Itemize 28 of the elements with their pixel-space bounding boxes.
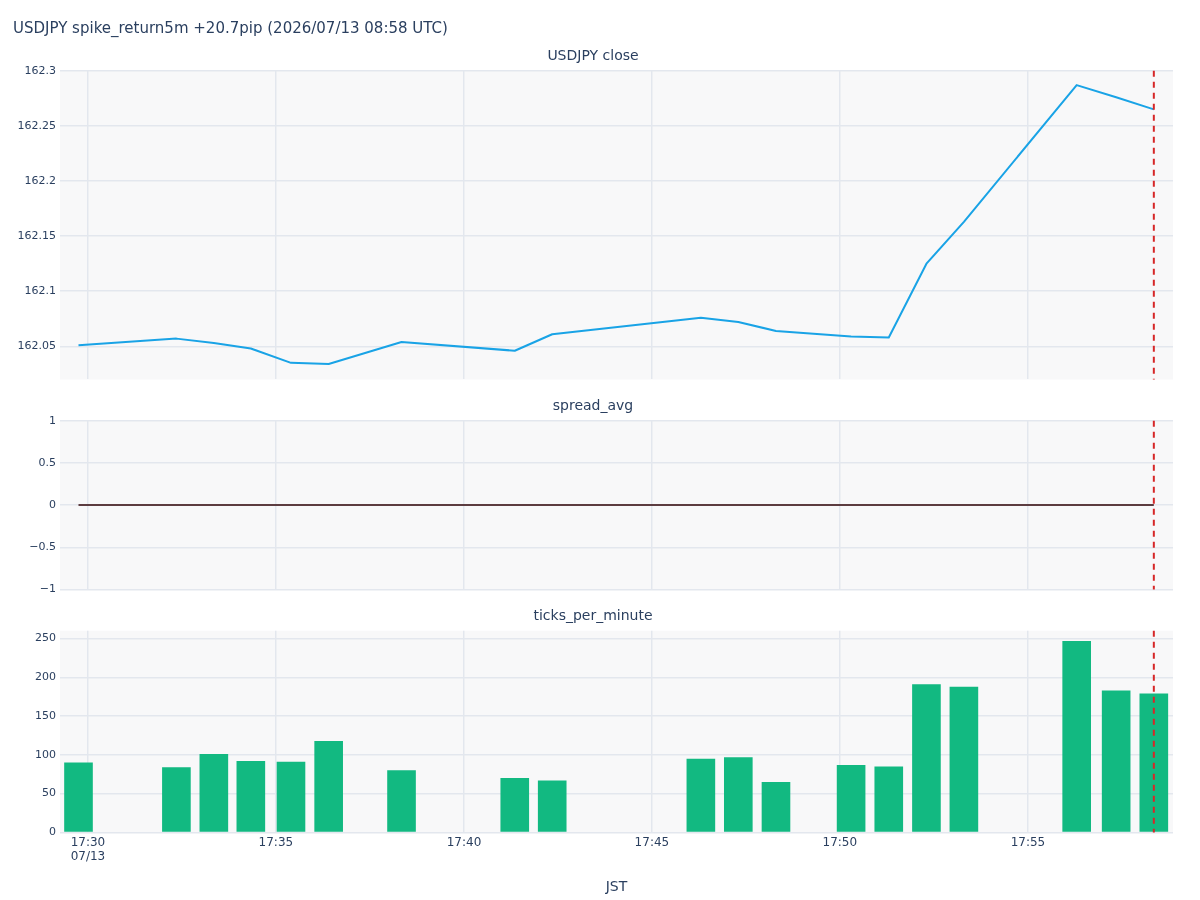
chart-title: spread_avg [552, 397, 634, 414]
x-tick-label: 17:35 [258, 834, 294, 849]
y-tick-label: 162.05 [17, 339, 56, 353]
y-tick-label: 162.2 [24, 173, 56, 187]
x-tick-label: 17:55 [1010, 834, 1046, 849]
y-tick-label: −0.5 [29, 540, 56, 554]
y-tick-label: 0.5 [38, 455, 56, 469]
chart-title: ticks_per_minute [533, 607, 653, 624]
y-tick-label: 0 [49, 497, 56, 511]
chart-subtitle: USDJPY close [547, 47, 639, 64]
y-tick-label: 162.25 [17, 118, 56, 132]
y-tick-label: 162.3 [24, 63, 56, 77]
y-tick-label: 150 [35, 708, 56, 722]
chart-title: USDJPY spike_return5m +20.7pip (2026/07/13 08:58 UTC) [13, 18, 448, 38]
x-axis-title: JST [604, 878, 628, 895]
x-tick-label: 17:40 [446, 834, 482, 849]
x-tick-label: 17:45 [634, 834, 670, 849]
x-tick-label: 17:30 07/13 [70, 834, 106, 864]
x-tick-label: 17:50 [822, 834, 858, 849]
y-tick-label: 1 [49, 413, 56, 427]
y-tick-label: 200 [35, 670, 56, 684]
y-tick-label: 162.15 [17, 228, 56, 242]
y-tick-label: 162.1 [24, 284, 56, 298]
y-tick-label: 50 [42, 786, 56, 800]
y-tick-label: −1 [39, 582, 56, 596]
y-tick-label: 100 [35, 747, 56, 761]
y-tick-label: 0 [49, 825, 56, 839]
y-tick-label: 250 [35, 631, 56, 645]
